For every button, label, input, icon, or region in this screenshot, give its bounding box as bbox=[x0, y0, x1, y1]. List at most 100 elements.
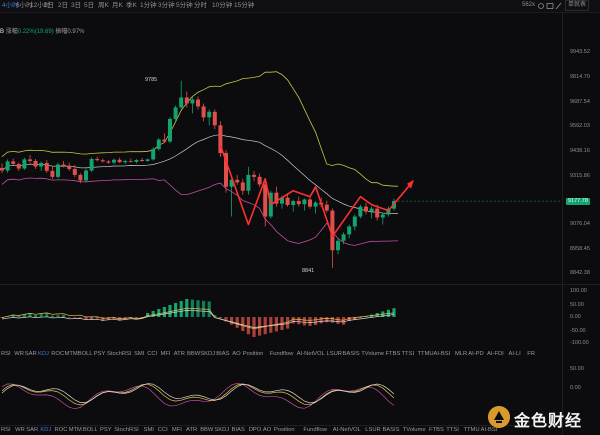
indicator-tab-sar[interactable]: SAR bbox=[24, 351, 37, 357]
gear-icon[interactable] bbox=[538, 3, 544, 9]
divider bbox=[0, 284, 600, 285]
indicator-tab-lsur[interactable]: LSUR bbox=[365, 427, 381, 433]
timeframe-1[interactable]: 6小时 bbox=[16, 2, 33, 9]
brand-logo: 金色财经 bbox=[484, 403, 600, 431]
indicator-tab-roc[interactable]: ROC bbox=[54, 427, 68, 433]
indicator-tab-mtm[interactable]: MTM bbox=[64, 351, 78, 357]
indicator-tab-psy[interactable]: PSY bbox=[100, 427, 112, 433]
indicator-tab-ttsi[interactable]: TTSI bbox=[446, 427, 459, 433]
indicator-tab-atr[interactable]: ATR bbox=[173, 351, 185, 357]
macd-histogram-bar bbox=[258, 317, 262, 336]
indicator-tab-ai-fdi[interactable]: AI-FDI bbox=[487, 351, 504, 357]
indicator-tab-ai-bsi[interactable]: AI-BSI bbox=[480, 427, 498, 433]
indicator-tab-sar[interactable]: SAR bbox=[26, 427, 39, 433]
indicator-tab-rsi[interactable]: RSI bbox=[1, 351, 11, 357]
indicator-tab-ttsi[interactable]: TTSI bbox=[401, 351, 415, 357]
macd-tick: 50.00 bbox=[570, 302, 584, 308]
timeframe-13[interactable]: 分时 bbox=[194, 2, 207, 9]
indicator-tab-psy[interactable]: PSY bbox=[93, 351, 106, 357]
indicator-tab-smi[interactable]: SMI bbox=[143, 427, 154, 433]
indicator-tab-stochrsi[interactable]: StochRSI bbox=[107, 351, 132, 357]
candle-body bbox=[123, 160, 128, 163]
indicator-tab-boll[interactable]: BOLL bbox=[77, 351, 93, 357]
indicator-tab-cci[interactable]: CCI bbox=[147, 351, 158, 357]
indicator-tab-fundflow[interactable]: Fundflow bbox=[303, 427, 327, 433]
indicator-tab-tvolume[interactable]: TVolume bbox=[361, 351, 385, 357]
indicator-tab-mfi[interactable]: MFI bbox=[171, 427, 182, 433]
indicator-tab-mtm[interactable]: MTM bbox=[68, 427, 82, 433]
timeframe-3[interactable]: 1日 bbox=[44, 2, 55, 9]
candle-body bbox=[352, 216, 357, 227]
indicator-tab-tvolume[interactable]: TVolume bbox=[402, 427, 426, 433]
timeframe-8[interactable]: 月K bbox=[112, 2, 123, 9]
indicator-tab-smi[interactable]: SMI bbox=[134, 351, 145, 357]
indicator-tab-ttmu[interactable]: TTMU bbox=[417, 351, 434, 357]
timeframe-7[interactable]: 周K bbox=[98, 2, 109, 9]
indicator-tab-bbw[interactable]: BBW bbox=[200, 427, 214, 433]
timeframe-toolbar: 4小时 6小时 12小时 1日 2日 3日 5日 周K 月K 季K 1分钟 3分钟 5分钟 分时 10分钟 1… bbox=[0, 0, 600, 13]
timeframe-12[interactable]: 5分钟 bbox=[176, 2, 193, 9]
indicator-tab-bias[interactable]: BIAS bbox=[231, 427, 245, 433]
timeframe-2[interactable]: 12小时 bbox=[30, 2, 51, 9]
indicator-tab-lsur[interactable]: LSUR bbox=[326, 351, 342, 357]
macd-histogram-bar bbox=[246, 317, 250, 335]
timeframe-6[interactable]: 5日 bbox=[84, 2, 95, 9]
indicator-tab-mlr[interactable]: MLR bbox=[455, 351, 468, 357]
indicator-tab-ao[interactable]: AO bbox=[262, 427, 272, 433]
indicator-tab-bbw[interactable]: BBW bbox=[187, 351, 201, 357]
camera-icon[interactable] bbox=[546, 3, 554, 9]
timeframe-4[interactable]: 2日 bbox=[58, 2, 69, 9]
indicator-tab-ttmu[interactable]: TTMU bbox=[463, 427, 480, 433]
candle-body bbox=[162, 139, 167, 142]
indicator-tab-kdj[interactable]: KDJ bbox=[40, 427, 52, 433]
indicator-tab-wr[interactable]: WR bbox=[15, 427, 25, 433]
indicator-tab-ftbs[interactable]: FTBS bbox=[429, 427, 444, 433]
indicator-tab-atr[interactable]: ATR bbox=[186, 427, 198, 433]
indicator-tab-kdj[interactable]: KDJ bbox=[38, 351, 49, 357]
indicator-tab-dpo[interactable]: DPO bbox=[248, 427, 262, 433]
indicator-tab-bias[interactable]: BIAS bbox=[216, 351, 230, 357]
timeframe-14[interactable]: 10分钟 bbox=[212, 2, 233, 9]
candle-body bbox=[28, 159, 32, 161]
indicator-tab-boll[interactable]: BOLL bbox=[82, 427, 98, 433]
logo-text: 金色财经 bbox=[514, 411, 583, 430]
macd-histogram-bar bbox=[213, 315, 217, 317]
indicator-tab-rsi[interactable]: RSI bbox=[1, 427, 11, 433]
timeframe-5[interactable]: 3日 bbox=[71, 2, 82, 9]
indicator-tab-mfi[interactable]: MFI bbox=[160, 351, 171, 357]
indicator-tab-wr[interactable]: WR bbox=[14, 351, 24, 357]
indicator-tab-roc[interactable]: ROC bbox=[51, 351, 65, 357]
indicator-tab-stochrsi[interactable]: StochRSI bbox=[114, 427, 139, 433]
chart-type-select[interactable]: 单就表 bbox=[565, 0, 590, 11]
indicator-tab-position[interactable]: Position bbox=[274, 427, 295, 433]
indicator-tab-fr[interactable]: FR bbox=[527, 351, 535, 357]
indicator-tab-skdj[interactable]: SKDJ bbox=[200, 351, 216, 357]
indicator-tab-fundflow[interactable]: Fundflow bbox=[269, 351, 294, 357]
indicator-tab-ai-netvol[interactable]: AI-NetVOL bbox=[296, 351, 325, 357]
indicator-tab-skdj[interactable]: SKDJ bbox=[214, 427, 230, 433]
indicator-tab-ai-bsi[interactable]: AI-BSI bbox=[433, 351, 451, 357]
indicator-tab-ai-netvol[interactable]: AI-NetVOL bbox=[332, 427, 361, 433]
indicator-tab-basis[interactable]: BASIS bbox=[382, 427, 400, 433]
indicator-tab-ai-li[interactable]: AI-LI bbox=[508, 351, 521, 357]
timeframe-10[interactable]: 1分钟 bbox=[140, 2, 157, 9]
indicator-tab-position[interactable]: Position bbox=[242, 351, 264, 357]
macd-histogram-bar bbox=[319, 317, 323, 324]
timeframe-9[interactable]: 季K bbox=[126, 2, 137, 9]
indicator-tab-ftbs[interactable]: FTBS bbox=[385, 351, 401, 357]
current-price-badge: 9177.78 bbox=[566, 198, 590, 205]
macd-histogram-bar bbox=[95, 317, 99, 319]
indicator-tab-ao[interactable]: AO bbox=[232, 351, 241, 357]
indicator-tab-ai-pd[interactable]: AI-PD bbox=[468, 351, 484, 357]
macd-histogram-bar bbox=[353, 317, 357, 320]
pen-icon[interactable] bbox=[555, 2, 562, 10]
indicator-tab-cci[interactable]: CCI bbox=[157, 427, 168, 433]
candle-body bbox=[128, 160, 133, 162]
timeframe-15[interactable]: 15分钟 bbox=[234, 2, 255, 9]
timeframe-0[interactable]: 4小时 bbox=[2, 2, 19, 9]
candle-body bbox=[61, 164, 66, 166]
candlestick-chart[interactable] bbox=[0, 12, 562, 284]
candle-body bbox=[145, 159, 150, 161]
timeframe-11[interactable]: 3分钟 bbox=[158, 2, 175, 9]
indicator-tab-basis[interactable]: BASIS bbox=[342, 351, 360, 357]
